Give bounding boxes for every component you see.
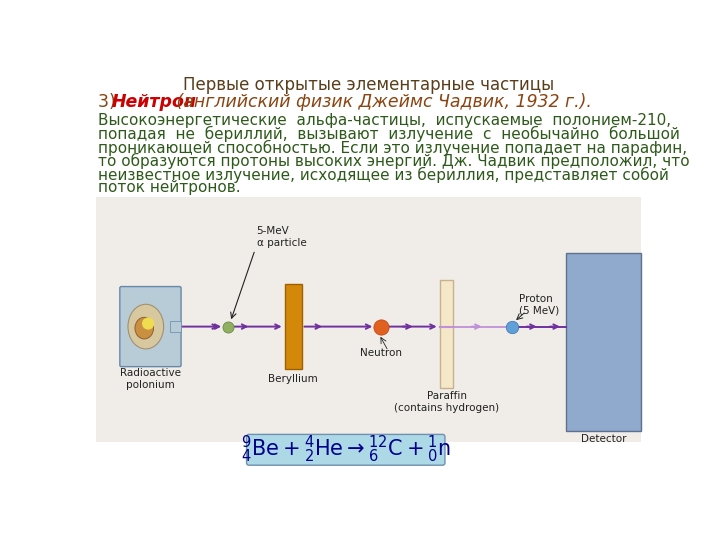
Text: попадая  не  бериллий,  вызывают  излучение  с  необычайно  большой: попадая не бериллий, вызывают излучение … (98, 126, 680, 142)
Text: Beryllium: Beryllium (268, 374, 318, 383)
Text: Radioactive
polonium: Radioactive polonium (120, 368, 181, 390)
Text: Первые открытые элементарные частицы: Первые открытые элементарные частицы (184, 76, 554, 93)
Bar (170, 321, 181, 332)
FancyBboxPatch shape (246, 434, 445, 465)
Text: Нейтрон: Нейтрон (112, 92, 197, 111)
Bar (96, 197, 641, 442)
Text: Detector: Detector (581, 434, 626, 444)
Text: Proton
(5 MeV): Proton (5 MeV) (518, 294, 559, 316)
Text: 5-MeV
α particle: 5-MeV α particle (256, 226, 307, 248)
Text: поток нейтронов.: поток нейтронов. (98, 180, 240, 195)
Bar (439, 280, 454, 388)
Text: $^{9}_{4}\mathrm{Be} + ^{4}_{2}\mathrm{He} \rightarrow ^{12}_{6}\mathrm{C} + ^{1: $^{9}_{4}\mathrm{Be} + ^{4}_{2}\mathrm{H… (240, 434, 451, 465)
Bar (566, 253, 641, 430)
FancyBboxPatch shape (120, 287, 181, 367)
Text: то образуются протоны высоких энергий. Дж. Чадвик предположил, что: то образуются протоны высоких энергий. Д… (98, 153, 689, 169)
Text: 3): 3) (98, 92, 121, 111)
Text: Высокоэнергетические  альфа-частицы,  испускаемые  полонием-210,: Высокоэнергетические альфа-частицы, испу… (98, 112, 671, 127)
Ellipse shape (128, 304, 163, 349)
Ellipse shape (135, 318, 153, 339)
Bar (284, 284, 302, 369)
Text: (английский физик Джеймс Чадвик, 1932 г.).: (английский физик Джеймс Чадвик, 1932 г.… (171, 92, 593, 111)
Text: Paraffin
(contains hydrogen): Paraffin (contains hydrogen) (394, 392, 499, 413)
Circle shape (143, 318, 153, 329)
Text: проникающей способностью. Если это излучение попадает на парафин,: проникающей способностью. Если это излуч… (98, 139, 687, 156)
Text: Neutron: Neutron (359, 348, 402, 358)
Text: неизвестное излучение, исходящее из бериллия, представляет собой: неизвестное излучение, исходящее из бери… (98, 166, 669, 183)
